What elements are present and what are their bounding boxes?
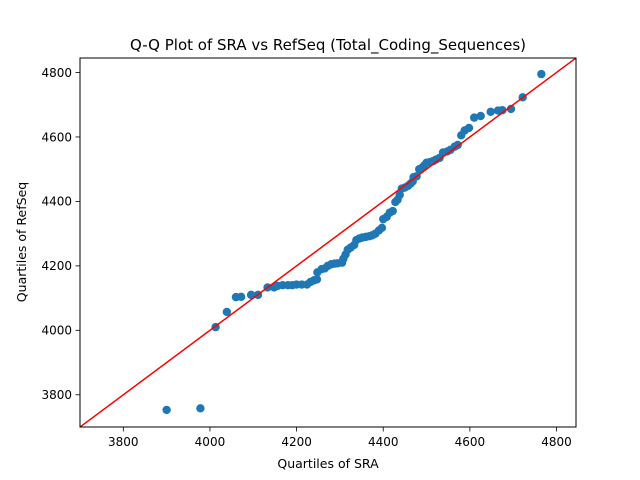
- data-point: [537, 69, 546, 79]
- x-axis-label: Quartiles of SRA: [277, 456, 379, 471]
- data-point: [236, 292, 246, 301]
- y-axis-label: Quartiles of RefSeq: [14, 182, 29, 302]
- x-axis: 3800 4000 4200 4400 4600 4800: [108, 427, 572, 449]
- data-point: [246, 290, 256, 300]
- data-point: [470, 113, 479, 122]
- chart-title: Q-Q Plot of SRA vs RefSeq (Total_Coding_…: [130, 36, 526, 55]
- data-point: [312, 275, 322, 284]
- x-tick-label: 4400: [368, 435, 399, 449]
- y-tick-label: 4000: [41, 324, 72, 338]
- x-tick-label: 4200: [281, 435, 312, 449]
- data-point: [395, 190, 404, 200]
- data-point: [162, 405, 171, 415]
- data-point: [486, 107, 495, 117]
- data-point: [196, 404, 205, 413]
- x-tick-label: 4800: [541, 435, 572, 449]
- y-tick-label: 4400: [41, 195, 72, 209]
- axes-frame: [79, 57, 577, 428]
- y-tick-label: 4600: [41, 130, 72, 144]
- y-tick-label: 4200: [41, 259, 72, 273]
- plot-area: [80, 58, 576, 427]
- x-tick-label: 4600: [455, 435, 486, 449]
- data-point: [388, 206, 397, 216]
- reference-line: [80, 58, 576, 427]
- data-point: [506, 104, 516, 114]
- y-axis: 3800 4000 4200 4400 4600 4800: [41, 66, 80, 402]
- y-tick-label: 3800: [41, 388, 72, 402]
- data-point: [498, 106, 507, 115]
- y-tick-label: 4800: [41, 66, 72, 80]
- x-tick-label: 4000: [195, 435, 226, 449]
- data-point: [464, 123, 474, 133]
- x-tick-label: 3800: [108, 435, 139, 449]
- data-point: [476, 111, 485, 121]
- data-point: [222, 307, 232, 317]
- data-point: [377, 223, 387, 233]
